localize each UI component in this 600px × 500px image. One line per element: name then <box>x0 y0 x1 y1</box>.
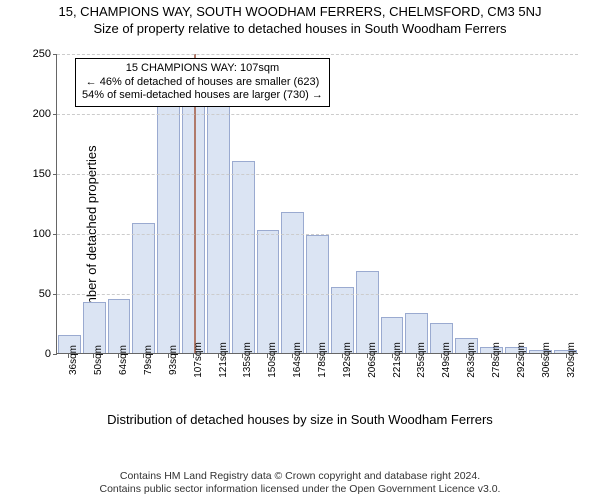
x-tick: 36sqm <box>56 356 81 410</box>
x-tick: 64sqm <box>106 356 131 410</box>
x-tick: 164sqm <box>280 356 305 410</box>
bar <box>132 223 155 353</box>
x-tick: 249sqm <box>429 356 454 410</box>
x-tick: 263sqm <box>454 356 479 410</box>
x-tick: 107sqm <box>180 356 205 410</box>
x-tick: 79sqm <box>131 356 156 410</box>
page-subtitle: Size of property relative to detached ho… <box>0 21 600 40</box>
x-tick: 306sqm <box>528 356 553 410</box>
x-tick: 292sqm <box>503 356 528 410</box>
grid-line <box>57 294 578 295</box>
footer-attribution: Contains HM Land Registry data © Crown c… <box>0 470 600 496</box>
x-tick: 135sqm <box>230 356 255 410</box>
x-tick: 192sqm <box>329 356 354 410</box>
x-tick: 320sqm <box>553 356 578 410</box>
y-tick: 200 <box>33 108 57 120</box>
x-tick: 178sqm <box>305 356 330 410</box>
x-tick: 206sqm <box>354 356 379 410</box>
grid-line <box>57 234 578 235</box>
grid-line <box>57 174 578 175</box>
bar <box>257 230 280 352</box>
annotation-line-1: 15 CHAMPIONS WAY: 107sqm <box>82 62 323 76</box>
x-tick: 278sqm <box>479 356 504 410</box>
y-tick: 50 <box>39 288 57 300</box>
annotation-box: 15 CHAMPIONS WAY: 107sqm ← 46% of detach… <box>75 58 330 107</box>
x-tick: 235sqm <box>404 356 429 410</box>
x-tick: 121sqm <box>205 356 230 410</box>
y-tick: 100 <box>33 228 57 240</box>
footer-line-1: Contains HM Land Registry data © Crown c… <box>0 470 600 483</box>
x-tick: 50sqm <box>81 356 106 410</box>
x-tick: 150sqm <box>255 356 280 410</box>
page-title: 15, CHAMPIONS WAY, SOUTH WOODHAM FERRERS… <box>0 0 600 21</box>
grid-line <box>57 114 578 115</box>
bar <box>207 95 230 353</box>
annotation-line-3: 54% of semi-detached houses are larger (… <box>82 89 323 103</box>
annotation-line-2: ← 46% of detached of houses are smaller … <box>82 76 323 90</box>
plot-area: 15 CHAMPIONS WAY: 107sqm ← 46% of detach… <box>56 54 578 354</box>
y-tick: 150 <box>33 168 57 180</box>
x-ticks: 36sqm50sqm64sqm79sqm93sqm107sqm121sqm135… <box>56 356 578 410</box>
y-tick: 250 <box>33 48 57 60</box>
x-axis-label: Distribution of detached houses by size … <box>0 412 600 427</box>
bar <box>232 161 255 353</box>
bar <box>356 271 379 353</box>
grid-line <box>57 54 578 55</box>
x-tick: 93sqm <box>155 356 180 410</box>
x-tick: 221sqm <box>379 356 404 410</box>
bar <box>157 92 180 352</box>
histogram-chart: Number of detached properties 15 CHAMPIO… <box>0 40 600 430</box>
footer-line-2: Contains public sector information licen… <box>0 483 600 496</box>
